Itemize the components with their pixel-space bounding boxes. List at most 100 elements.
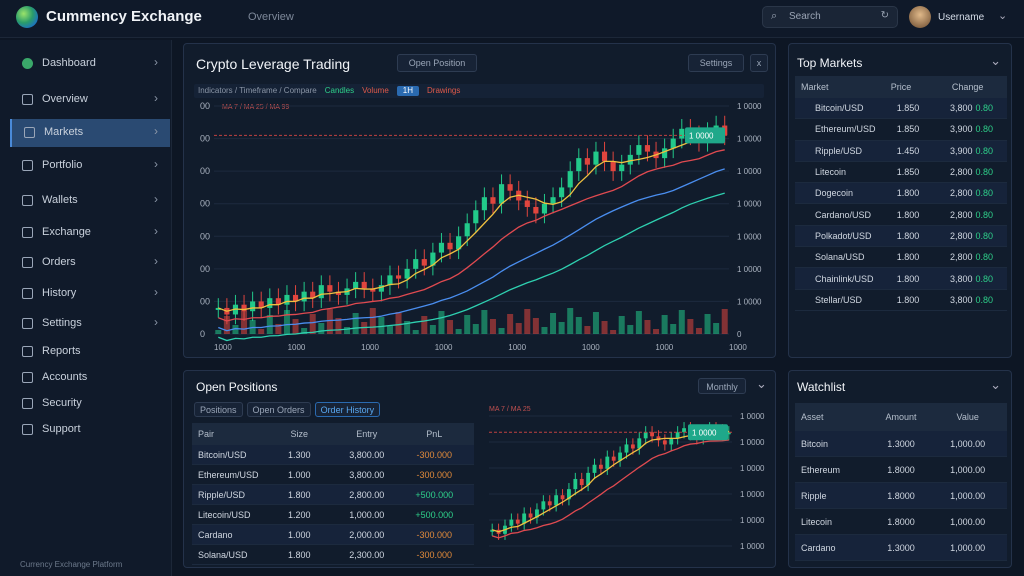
cell-vol: 2,800 — [949, 252, 973, 263]
column-header[interactable]: Price — [890, 82, 912, 92]
avatar[interactable] — [909, 6, 931, 28]
sidebar-item-label: Security — [42, 397, 82, 409]
table-row[interactable]: Ripple/USD 1.450 3,900 0.80 — [795, 140, 1007, 162]
table-row[interactable]: Bitcoin/USD 1.300 3,800.00 -300.000 — [192, 445, 474, 465]
mini-chart[interactable]: 1 0000 1 0000 1 0000 1 0000 1 0000 1 0000 1 00… — [184, 371, 777, 569]
y-tick-label: 1 0000 — [737, 102, 762, 111]
sidebar-item-accounts[interactable]: Accounts — [10, 364, 170, 392]
volume-bar — [283, 310, 290, 334]
sidebar-item-wallets[interactable]: Wallets › — [10, 187, 170, 215]
table-row[interactable]: Solana/USD 1.800 2,800 0.80 — [795, 247, 1007, 269]
chevron-down-icon[interactable]: ⌄ — [756, 376, 767, 391]
sidebar-item-dashboard[interactable]: Dashboard › — [10, 50, 170, 78]
candle — [241, 304, 247, 312]
cell-price: 1.850 — [896, 167, 920, 178]
cell-amt: 1.8000 — [887, 516, 915, 527]
toolbar-timeframe[interactable]: 1H — [396, 86, 419, 96]
chevron-down-icon[interactable]: ⌄ — [998, 10, 1008, 22]
sidebar-item-markets[interactable]: Markets › — [10, 119, 170, 147]
table-row[interactable]: Dogecoin 1.800 2,800 0.80 — [795, 183, 1007, 205]
table-row[interactable]: Bitcoin 1.3000 1,000.00 — [795, 431, 1007, 457]
table-row[interactable]: Ripple 1.8000 1,000.00 — [795, 483, 1007, 509]
table-row[interactable]: Cardano 1.000 2,000.00 -300.000 — [192, 525, 474, 545]
cell-pair: Ethereum/USD — [198, 469, 259, 480]
volume-bar — [395, 312, 402, 334]
column-header[interactable]: Value — [956, 412, 979, 422]
table-row[interactable]: Cardano/USD 1.800 2,800 0.80 — [795, 204, 1007, 226]
period-dropdown[interactable]: Monthly — [698, 378, 746, 394]
chart-toolbar: Indicators / Timeframe / Compare Candles… — [194, 84, 764, 98]
user-name[interactable]: Username — [938, 12, 985, 23]
close-button[interactable]: x — [750, 54, 768, 72]
tab-0[interactable]: Positions — [194, 402, 243, 417]
table-row[interactable]: Stellar/USD 1.800 3,800 0.80 — [795, 290, 1007, 311]
volume-bar — [481, 310, 488, 334]
app-subtitle[interactable]: Overview — [248, 11, 294, 23]
menu-icon — [22, 318, 33, 329]
candle — [662, 148, 668, 159]
table-row[interactable]: Cardano 1.3000 1,000.00 — [795, 535, 1007, 561]
sidebar-item-orders[interactable]: Orders › — [10, 249, 170, 277]
table-row[interactable]: Ethereum/USD 1.000 3,800.00 -300.000 — [192, 465, 474, 485]
chevron-down-icon[interactable]: ⌄ — [990, 377, 1001, 392]
cell-chg: 0.80 — [975, 230, 994, 241]
settings-button[interactable]: Settings — [688, 54, 744, 72]
sidebar-item-settings[interactable]: Settings › — [10, 310, 170, 338]
table-row[interactable]: Litecoin 1.850 2,800 0.80 — [795, 162, 1007, 184]
candle — [656, 436, 661, 441]
table-row[interactable]: Bitcoin/USD 1.850 3,800 0.80 — [795, 98, 1007, 120]
sidebar-item-label: Accounts — [42, 371, 88, 383]
toolbar-volume[interactable]: Volume — [362, 86, 389, 95]
table-row[interactable]: Solana/USD 1.800 2,300.00 -300.000 — [192, 545, 474, 565]
volume-bar — [695, 328, 702, 334]
search-input[interactable]: ⌕ Search ↻ — [762, 6, 898, 28]
candle — [275, 298, 281, 305]
toolbar-drawings[interactable]: Drawings — [427, 86, 461, 95]
refresh-icon[interactable]: ↻ — [880, 10, 889, 21]
table-row[interactable]: Ethereum 1.8000 1,000.00 — [795, 457, 1007, 483]
sidebar-item-overview[interactable]: Overview › — [10, 86, 170, 114]
candle — [318, 285, 324, 299]
column-header[interactable]: Asset — [801, 412, 824, 422]
sidebar-item-security[interactable]: Security — [10, 390, 170, 418]
table-row[interactable]: Ripple/USD 1.800 2,800.00 +500.000 — [192, 485, 474, 505]
column-header[interactable]: Amount — [885, 412, 917, 422]
cell-entry: 2,800.00 — [349, 489, 385, 500]
candle — [669, 438, 674, 445]
volume-bar — [678, 310, 685, 334]
volume-bar — [412, 330, 419, 334]
column-header[interactable]: Change — [951, 82, 984, 92]
menu-icon — [24, 127, 35, 138]
volume-bar — [541, 327, 548, 334]
table-row[interactable]: Litecoin 1.8000 1,000.00 — [795, 509, 1007, 535]
cell-entry: 2,000.00 — [349, 529, 385, 540]
chevron-down-icon[interactable]: ⌄ — [990, 53, 1001, 68]
column-header[interactable]: Entry — [356, 429, 378, 439]
column-header[interactable]: Size — [290, 429, 308, 439]
sidebar-item-support[interactable]: Support — [10, 416, 170, 444]
y-tick-label: 1 0000 — [737, 167, 762, 176]
sidebar-item-portfolio[interactable]: Portfolio › — [10, 152, 170, 180]
cell-name: Ripple/USD — [815, 145, 863, 156]
tab-2[interactable]: Order History — [314, 402, 381, 417]
toolbar-candles[interactable]: Candles — [324, 86, 355, 95]
column-header[interactable]: PnL — [426, 429, 443, 439]
sidebar-item-reports[interactable]: Reports — [10, 338, 170, 366]
table-row[interactable]: Chainlink/USD 1.800 3,800 0.80 — [795, 268, 1007, 290]
toolbar-indicators[interactable]: Indicators / Timeframe / Compare — [198, 86, 317, 95]
column-header[interactable]: Pair — [198, 429, 215, 439]
table-row[interactable]: Ethereum/USD 1.850 3,900 0.80 — [795, 119, 1007, 141]
cell-val: 1,000.00 — [950, 438, 986, 449]
candle — [598, 464, 603, 469]
candle — [413, 259, 419, 269]
column-header[interactable]: Market — [801, 82, 829, 92]
table-row[interactable]: Polkadot/USD 1.800 2,800 0.80 — [795, 225, 1007, 248]
table-row[interactable]: Litecoin/USD 1.200 1,000.00 +500.000 — [192, 505, 474, 525]
open-position-button[interactable]: Open Position — [397, 54, 477, 72]
sidebar-item-exchange[interactable]: Exchange › — [10, 219, 170, 247]
sidebar-item-history[interactable]: History › — [10, 280, 170, 308]
candle — [560, 495, 565, 500]
cell-size: 1.000 — [287, 469, 311, 480]
tab-1[interactable]: Open Orders — [246, 402, 311, 417]
